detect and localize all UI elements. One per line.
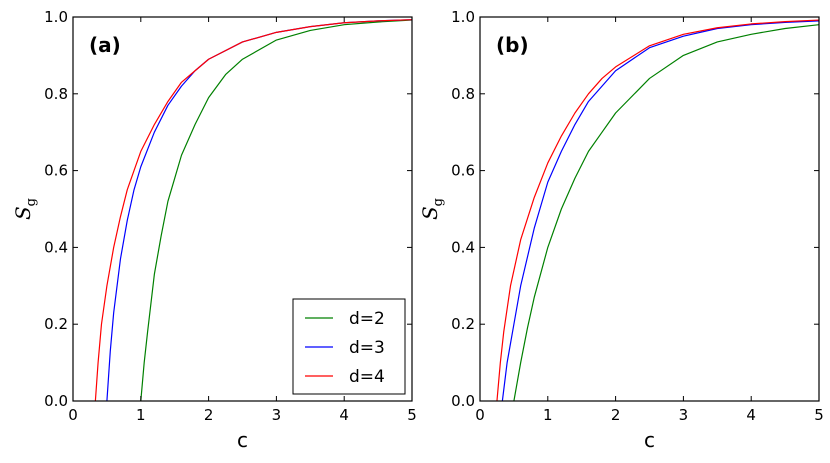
panel-a: 0 1 2 3 4 5 0.0 0.2 0.4 0.6 0.8 1.0 c Sg (a) d=2 d=3 d=4	[11, 8, 417, 452]
series-line-d4	[94, 19, 412, 401]
x-tick-label: 4	[339, 406, 349, 424]
series-line-d3	[501, 20, 819, 401]
x-axis-label: c	[644, 428, 655, 452]
x-tick-label: 5	[407, 406, 417, 424]
x-axis-label: c	[237, 428, 248, 452]
y-tick-label: 0.2	[44, 315, 68, 333]
panel-label: (b)	[496, 33, 529, 57]
y-tick-label: 0.6	[44, 162, 68, 180]
y-tick-label: 0.8	[451, 85, 475, 103]
y-tick-label: 0.4	[451, 238, 475, 256]
x-tick-label: 4	[746, 406, 756, 424]
y-tick-label: 0.0	[451, 392, 475, 410]
legend-label-d2: d=2	[349, 309, 385, 329]
series-line-d2	[513, 24, 819, 401]
legend: d=2 d=3 d=4	[292, 298, 406, 395]
y-axis-label-main: S	[418, 206, 442, 220]
legend-label-d3: d=3	[349, 338, 385, 358]
series-line-d4	[496, 19, 819, 401]
y-axis-label-main: S	[11, 206, 35, 220]
x-tick-label: 3	[272, 406, 282, 424]
x-tick-label: 2	[204, 406, 214, 424]
plot-frame	[479, 16, 820, 402]
y-tick-label: 0.8	[44, 85, 68, 103]
x-tick-label: 0	[475, 406, 485, 424]
x-tick-label: 3	[679, 406, 689, 424]
y-tick-label: 0.2	[451, 315, 475, 333]
y-axis-label: Sg	[418, 198, 446, 220]
plot-frame	[72, 16, 413, 402]
y-axis-label-sub: g	[24, 198, 39, 206]
panel-label: (a)	[89, 33, 121, 57]
y-tick-label: 0.0	[44, 392, 68, 410]
x-tick-label: 1	[136, 406, 146, 424]
x-tick-label: 5	[814, 406, 824, 424]
legend-label-d4: d=4	[349, 367, 385, 387]
y-tick-label: 1.0	[451, 8, 475, 26]
x-tick-label: 2	[611, 406, 621, 424]
x-tick-label: 0	[68, 406, 78, 424]
y-axis-label: Sg	[11, 198, 39, 220]
x-tick-label: 1	[543, 406, 553, 424]
y-axis-label-sub: g	[431, 198, 446, 206]
y-tick-label: 1.0	[44, 8, 68, 26]
series-line-d2	[140, 19, 412, 401]
y-tick-label: 0.4	[44, 238, 68, 256]
panel-b: 0 1 2 3 4 5 0.0 0.2 0.4 0.6 0.8 1.0 c Sg (b)	[418, 8, 824, 452]
y-tick-label: 0.6	[451, 162, 475, 180]
